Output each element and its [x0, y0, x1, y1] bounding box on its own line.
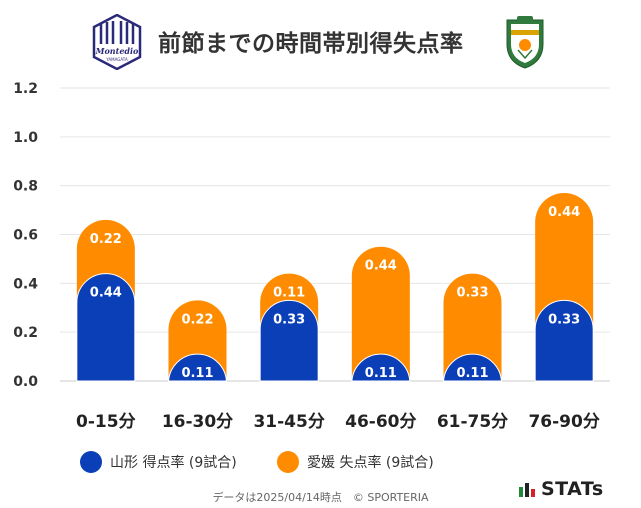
- bar-yamagata-score-rate: [168, 353, 227, 384]
- bar-label-ehime: 0.11: [273, 286, 305, 301]
- legend-label: 山形 得点率 (9試合): [110, 455, 237, 471]
- bar-label-ehime: 0.33: [456, 286, 488, 301]
- legend-swatch-blue: [80, 451, 102, 473]
- legend-item-yamagata: 山形 得点率 (9試合): [80, 450, 237, 474]
- y-axis: 0.0 0.2 0.4 0.6 0.8 1.0 1.2: [13, 81, 38, 390]
- bar-yamagata-score-rate: [534, 300, 594, 382]
- svg-text:Montedio: Montedio: [95, 46, 139, 56]
- grid-lines: [60, 87, 610, 382]
- chart-title: 前節までの時間帯別得失点率: [158, 31, 464, 57]
- bar-ehime-concede-rate: [443, 273, 502, 381]
- data-source-note: データは2025/04/14時点 © SPORTERIA: [212, 491, 429, 504]
- x-axis: 0-15分 16-30分 31-45分 46-60分 61-75分 76-90分: [76, 412, 600, 432]
- stats-brand-text: STATs: [541, 478, 604, 500]
- legend-swatch-orange: [277, 451, 299, 473]
- y-tick-label: 0.6: [13, 228, 38, 244]
- bar-label-ehime: 0.44: [548, 205, 580, 220]
- legend: 山形 得点率 (9試合) 愛媛 失点率 (9試合): [80, 450, 560, 474]
- montedio-yamagata-logo: Montedio YAMAGATA: [92, 14, 142, 70]
- chart-header: Montedio YAMAGATA 前節までの時間帯別得失点率: [0, 0, 641, 80]
- stats-brand: STATs: [518, 478, 604, 500]
- bar-yamagata-score-rate: [259, 300, 319, 382]
- bar-label-ehime: 0.22: [90, 232, 122, 247]
- stats-logo-icon: [518, 480, 536, 498]
- svg-text:YAMAGATA: YAMAGATA: [105, 57, 128, 62]
- y-tick-label: 0.0: [13, 374, 38, 390]
- legend-item-ehime: 愛媛 失点率 (9試合): [277, 450, 434, 474]
- bar-label-ehime: 0.22: [181, 312, 213, 327]
- y-tick-label: 0.4: [13, 276, 38, 292]
- x-tick-label: 0-15分: [76, 412, 136, 432]
- bars: [76, 192, 594, 384]
- x-tick-label: 61-75分: [437, 412, 508, 432]
- bar-value-labels: 0.44 0.22 0.11 0.22 0.33 0.11 0.11 0.44 0.11 0.33…: [90, 205, 580, 381]
- ehime-fc-crest: [506, 16, 544, 69]
- bar-label-yamagata: 0.44: [90, 286, 122, 301]
- y-tick-label: 1.0: [13, 130, 38, 146]
- x-tick-label: 76-90分: [528, 412, 599, 432]
- bar-chart: 0.00.20.40.60.81.01.2 0.440.220.110.22 0.…: [13, 81, 610, 432]
- bar-label-yamagata: 0.11: [456, 366, 488, 381]
- y-tick-label: 0.2: [13, 325, 38, 341]
- bar-yamagata-score-rate: [351, 353, 411, 384]
- bar-label-yamagata: 0.33: [273, 312, 305, 327]
- bar-label-ehime: 0.44: [365, 259, 397, 274]
- y-tick-label: 1.2: [13, 81, 38, 97]
- bar-label-yamagata: 0.11: [181, 366, 213, 381]
- bar-ehime-concede-rate: [351, 246, 410, 381]
- y-tick-label: 0.8: [13, 179, 38, 195]
- bar-yamagata-score-rate: [76, 273, 136, 382]
- bar-label-yamagata: 0.33: [548, 312, 580, 327]
- x-tick-label: 16-30分: [162, 412, 233, 432]
- x-tick-label: 46-60分: [345, 412, 416, 432]
- legend-label: 愛媛 失点率 (9試合): [307, 455, 434, 471]
- bar-label-yamagata: 0.11: [365, 366, 397, 381]
- bar-yamagata-score-rate: [443, 353, 502, 384]
- x-tick-label: 31-45分: [253, 412, 324, 432]
